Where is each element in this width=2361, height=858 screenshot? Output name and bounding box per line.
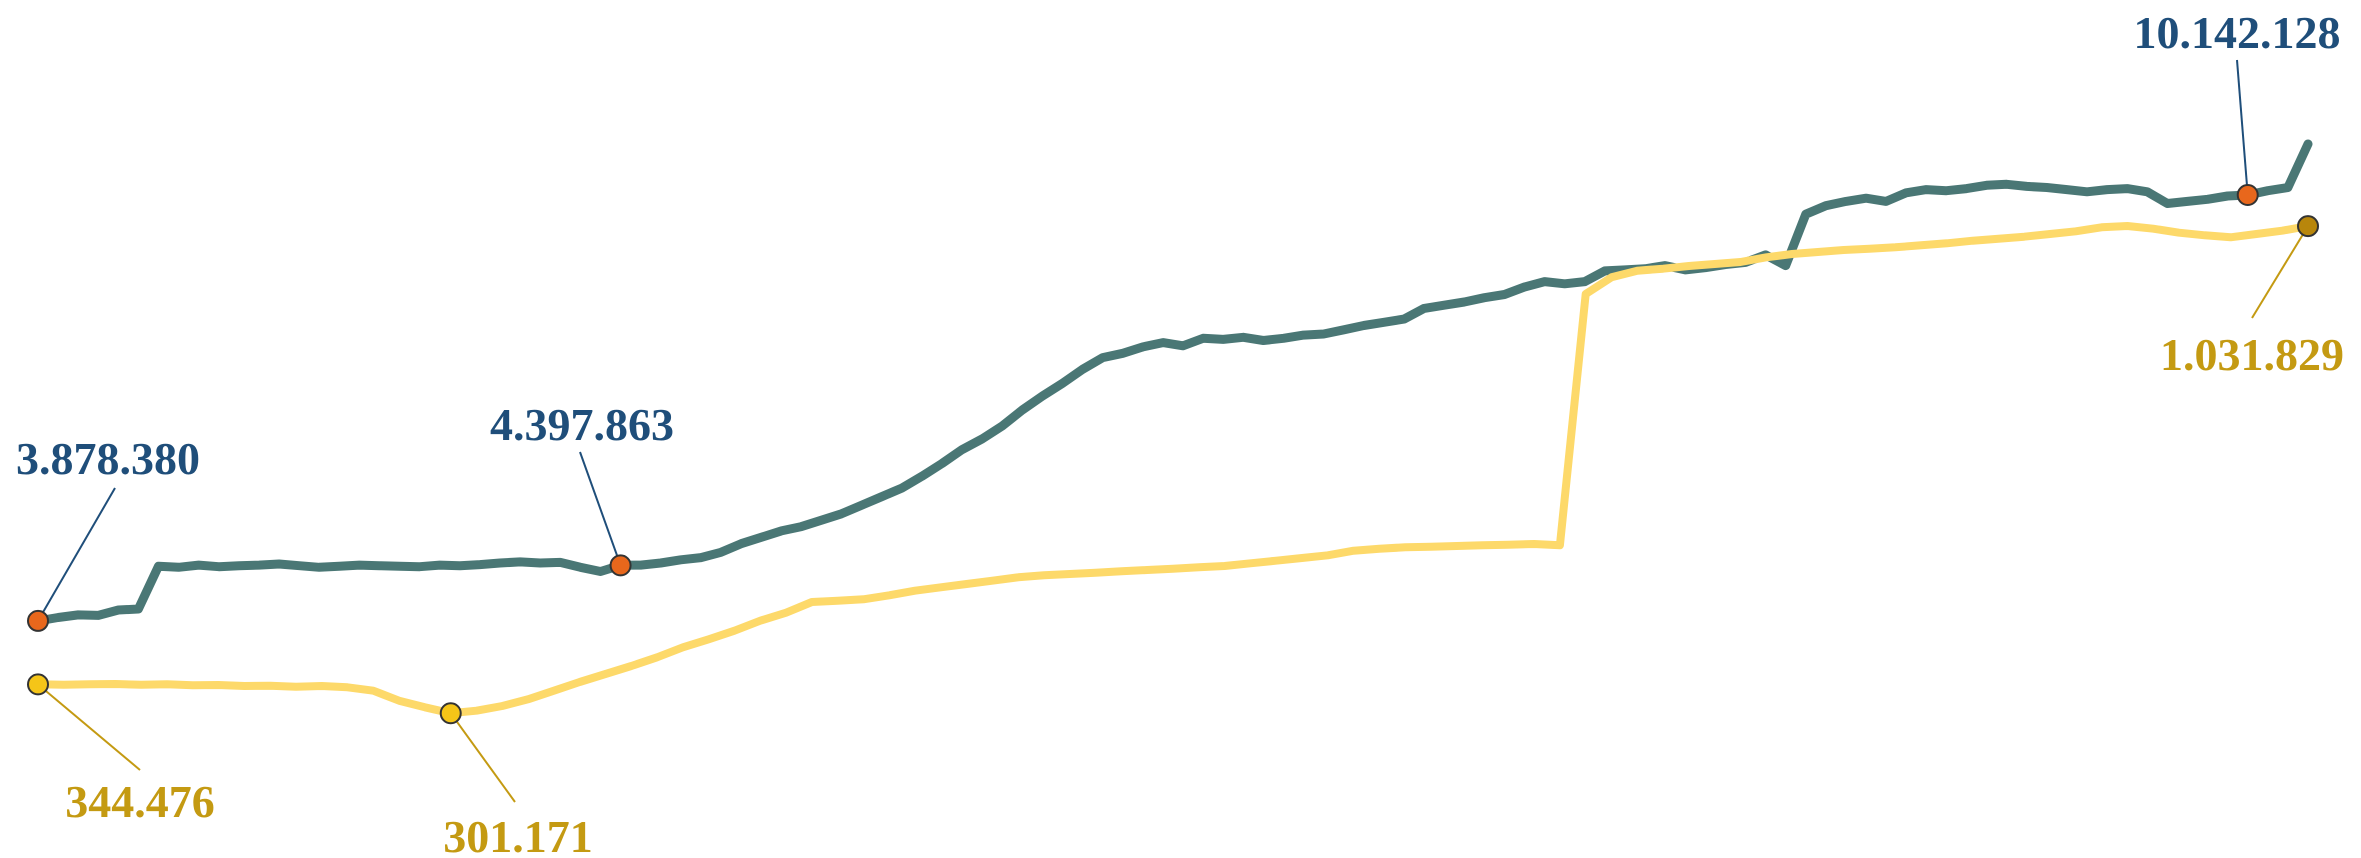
series-line-2 (34, 222, 2312, 718)
data-label: 344.476 (65, 776, 215, 827)
leader-line (2251, 225, 2309, 319)
data-label: 3.878.380 (16, 433, 200, 484)
data-point-marker (439, 702, 462, 725)
leader-line (2236, 59, 2249, 196)
data-point-marker (2297, 215, 2319, 238)
leader-line (449, 712, 516, 803)
data-point-marker (609, 554, 632, 577)
leader-line (579, 451, 622, 566)
data-point-marker (27, 609, 49, 632)
data-label: 1.031.829 (2160, 329, 2344, 380)
series-line-1 (33, 139, 2313, 626)
data-label: 10.142.128 (2134, 7, 2341, 58)
leader-line (37, 683, 141, 771)
leader-line (37, 487, 116, 622)
data-label: 301.171 (443, 811, 593, 858)
data-label: 4.397.863 (490, 399, 674, 450)
data-point-marker (2236, 183, 2259, 206)
data-point-marker (27, 673, 49, 696)
